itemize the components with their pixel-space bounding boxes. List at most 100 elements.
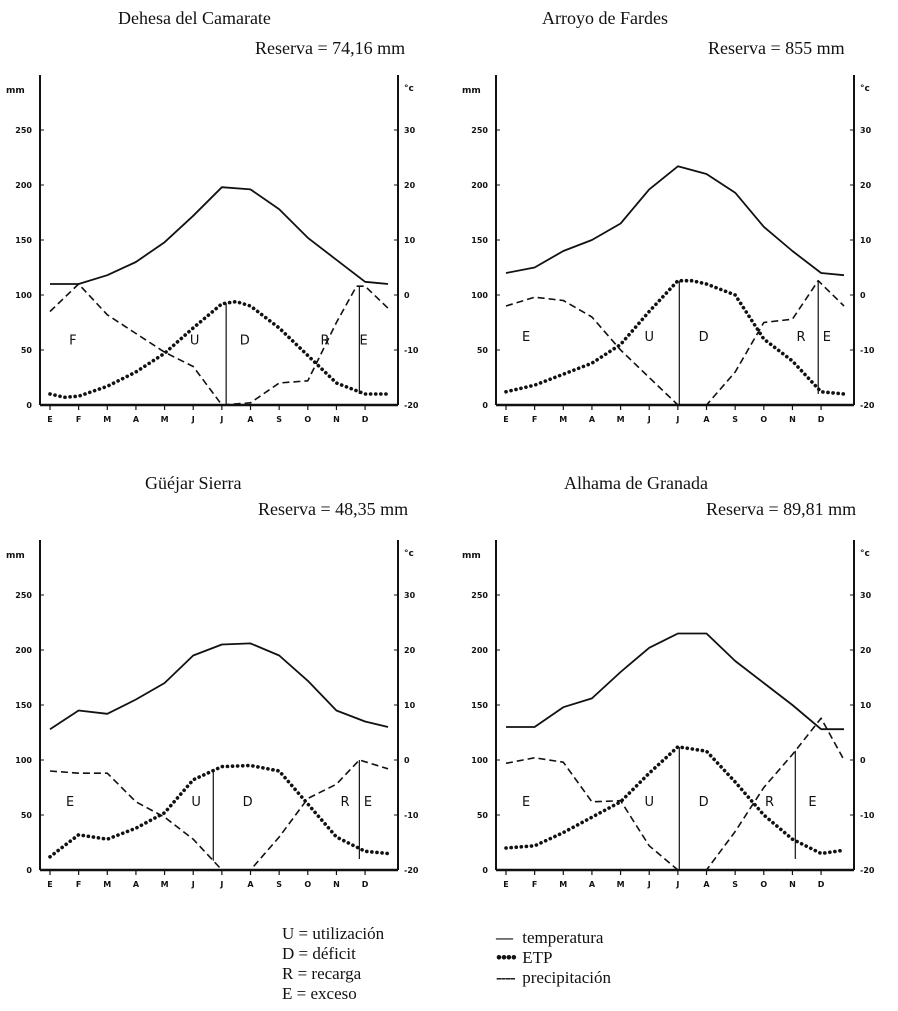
y-right-tick-label: 0 [404,291,410,300]
x-tick-label: F [532,880,537,889]
zone-label: E [522,795,530,810]
y-right-tick-label: 10 [404,236,416,245]
y-left-tick-label: 0 [26,401,32,410]
x-tick-label: J [647,415,651,424]
x-tick-label: J [191,880,195,889]
y-right-tick-label: -20 [404,866,419,875]
y-right-tick-label: 30 [860,591,872,600]
legend-symbol: — [496,928,513,947]
y-right-tick-label: -10 [404,346,419,355]
x-tick-label: M [617,880,625,889]
y-right-tick-label: -10 [860,811,875,820]
x-tick-label: O [760,415,767,424]
y-right-tick-label: 20 [860,646,872,655]
y-right-tick-label: -20 [404,401,419,410]
zone-label: R [341,795,350,810]
zone-label: U [191,795,201,810]
x-tick-label: E [47,880,52,889]
y-left-tick-label: 0 [482,401,488,410]
chart-panel-alhama: Alhama de Granada Reserva = 89,81 mm mm °… [456,465,896,889]
y-right-unit: °c [404,549,414,559]
y-right-tick-label: 20 [404,646,416,655]
series-line-dashed [505,717,845,871]
chart-subtitle: Reserva = 48,35 mm [258,499,409,519]
y-left-tick-label: 200 [471,646,488,655]
chart-panel-dehesa: Dehesa del Camarate Reserva = 74,16 mm m… [0,0,440,424]
y-right-tick-label: 10 [860,236,872,245]
y-left-tick-label: 250 [471,126,488,135]
zone-label: F [69,334,76,349]
x-tick-label: S [732,880,738,889]
zone-label: D [699,795,709,810]
y-right-tick-label: 20 [404,181,416,190]
x-tick-label: M [103,415,111,424]
x-tick-label: A [247,880,254,889]
chart-panel-fardes: Arroyo de Fardes Reserva = 855 mm mm °c 25… [456,0,896,424]
chart-title: Alhama de Granada [564,473,708,493]
zone-label: U [644,795,654,810]
y-right-tick-label: 10 [860,701,872,710]
y-left-tick-label: 50 [21,811,33,820]
series-line-dotted [504,744,846,856]
y-right-unit: °c [860,84,870,94]
x-tick-label: F [76,880,81,889]
y-left-tick-label: 100 [471,291,488,300]
chart-title: Arroyo de Fardes [542,8,668,28]
series-line-dashed [49,283,389,406]
x-tick-label: S [732,415,738,424]
x-tick-label: A [589,880,596,889]
x-tick-label: D [818,880,825,889]
y-left-tick-label: 150 [471,236,488,245]
chart-subtitle: Reserva = 89,81 mm [706,499,857,519]
y-left-unit: mm [462,551,481,561]
legend-symbol: •••• [496,948,517,967]
zone-label: D [699,330,709,345]
x-tick-label: J [675,415,679,424]
y-right-tick-label: 0 [404,756,410,765]
y-left-tick-label: 200 [15,181,32,190]
x-tick-label: M [161,415,169,424]
y-left-unit: mm [6,86,25,96]
series-line-dashed [505,279,845,406]
y-left-tick-label: 250 [15,591,32,600]
legend-line-item: ---- precipitación [496,968,611,988]
x-tick-label: F [532,415,537,424]
y-left-tick-label: 100 [15,756,32,765]
x-tick-label: O [304,880,311,889]
x-tick-label: N [333,880,340,889]
x-tick-label: J [191,415,195,424]
y-left-tick-label: 150 [15,236,32,245]
y-left-unit: mm [462,86,481,96]
y-left-tick-label: 50 [21,346,33,355]
zone-label: E [66,795,74,810]
chart-subtitle: Reserva = 855 mm [708,38,845,58]
x-tick-label: O [304,415,311,424]
x-tick-label: M [617,415,625,424]
legend-label: temperatura [522,928,604,947]
y-right-tick-label: 0 [860,291,866,300]
y-right-tick-label: -20 [860,401,875,410]
x-tick-label: J [219,880,223,889]
legend-symbol: ---- [496,968,516,987]
x-tick-label: N [789,415,796,424]
x-tick-label: E [503,415,508,424]
legend-lines: — temperatura •••• ETP ---- precipitació… [496,928,611,988]
y-left-tick-label: 0 [482,866,488,875]
series-line-solid [49,642,389,730]
legend-line-item: •••• ETP [496,948,611,968]
x-tick-label: A [247,415,254,424]
zone-label: D [240,334,250,349]
y-left-unit: mm [6,551,25,561]
y-right-tick-label: -10 [860,346,875,355]
x-tick-label: E [503,880,508,889]
legend-zone-item: U = utilización [282,924,385,943]
y-right-tick-label: 30 [404,126,416,135]
x-tick-label: S [276,415,282,424]
y-right-tick-label: -10 [404,811,419,820]
x-tick-label: M [559,415,567,424]
series-line-solid [505,165,845,277]
